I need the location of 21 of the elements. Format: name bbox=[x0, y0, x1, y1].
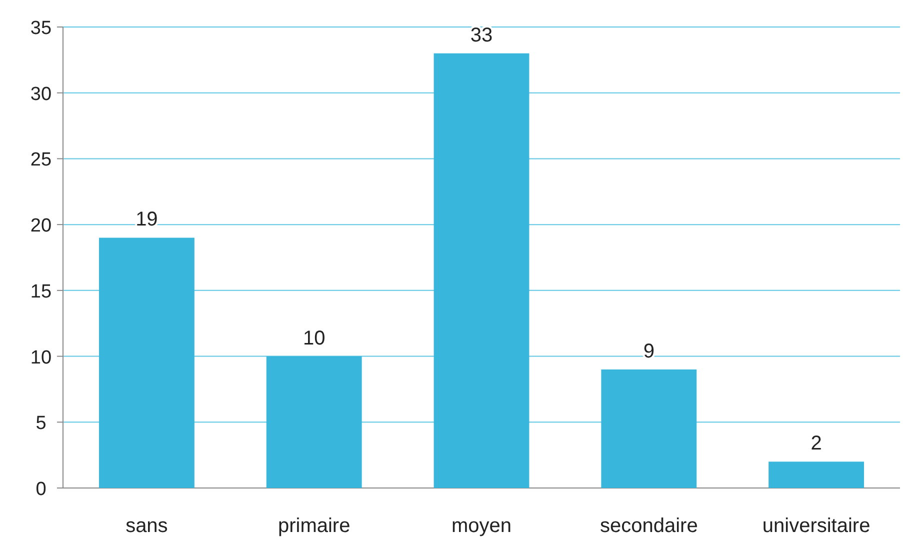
bar bbox=[98, 238, 194, 488]
y-tick-label: 5 bbox=[36, 413, 46, 434]
y-tick-label: 10 bbox=[30, 347, 52, 368]
y-tick-label: 15 bbox=[30, 281, 52, 302]
bar bbox=[434, 53, 530, 488]
x-tick-label: universitaire bbox=[762, 515, 870, 537]
x-tick-label: secondaire bbox=[600, 515, 698, 537]
bar bbox=[601, 369, 697, 488]
data-label: 10 bbox=[302, 327, 326, 350]
bar bbox=[768, 462, 864, 488]
y-tick-label: 30 bbox=[30, 84, 52, 105]
y-tick-label: 25 bbox=[30, 150, 52, 171]
y-tick-label: 35 bbox=[30, 18, 52, 39]
x-tick-label: primaire bbox=[278, 515, 350, 537]
data-label: 2 bbox=[810, 432, 822, 455]
x-tick-label: moyen bbox=[451, 515, 512, 537]
x-tick-label: sans bbox=[126, 515, 168, 537]
data-label: 33 bbox=[470, 24, 493, 46]
y-tick-label: 0 bbox=[36, 479, 46, 500]
bar bbox=[266, 356, 362, 488]
y-tick-label: 20 bbox=[30, 216, 52, 237]
